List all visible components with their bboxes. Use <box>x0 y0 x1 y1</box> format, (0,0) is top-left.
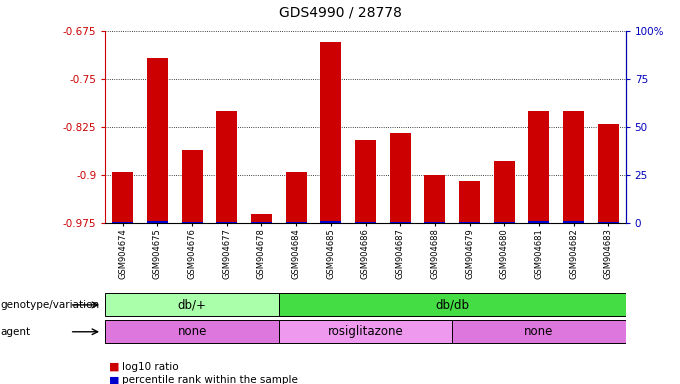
Bar <box>494 222 515 223</box>
Bar <box>355 222 376 223</box>
Text: ■: ■ <box>109 362 123 372</box>
Bar <box>459 181 480 223</box>
Text: percentile rank within the sample: percentile rank within the sample <box>122 375 299 384</box>
Text: GDS4990 / 28778: GDS4990 / 28778 <box>279 6 401 20</box>
Bar <box>286 172 307 223</box>
Bar <box>286 222 307 223</box>
Bar <box>182 222 203 223</box>
Bar <box>494 161 515 223</box>
Bar <box>598 222 619 223</box>
Text: db/db: db/db <box>435 298 469 311</box>
Bar <box>424 222 445 223</box>
Text: agent: agent <box>1 327 31 337</box>
Text: none: none <box>177 325 207 338</box>
Bar <box>528 221 549 223</box>
Bar <box>390 133 411 223</box>
Text: log10 ratio: log10 ratio <box>122 362 179 372</box>
Bar <box>147 221 168 223</box>
Bar <box>563 221 584 223</box>
Bar <box>279 293 626 316</box>
Bar <box>105 293 279 316</box>
Bar <box>320 42 341 223</box>
Bar <box>355 139 376 223</box>
Bar <box>424 175 445 223</box>
Bar <box>105 320 279 343</box>
Bar <box>279 320 452 343</box>
Bar <box>452 320 626 343</box>
Bar <box>598 124 619 223</box>
Bar <box>147 58 168 223</box>
Text: genotype/variation: genotype/variation <box>1 300 100 310</box>
Bar <box>216 222 237 223</box>
Bar <box>251 214 272 223</box>
Bar <box>112 172 133 223</box>
Bar <box>320 221 341 223</box>
Bar <box>563 111 584 223</box>
Bar <box>182 151 203 223</box>
Text: none: none <box>524 325 554 338</box>
Bar <box>459 222 480 223</box>
Bar <box>112 222 133 223</box>
Text: db/+: db/+ <box>177 298 207 311</box>
Bar <box>216 111 237 223</box>
Bar <box>390 222 411 223</box>
Bar <box>528 111 549 223</box>
Text: ■: ■ <box>109 375 123 384</box>
Text: rosiglitazone: rosiglitazone <box>328 325 403 338</box>
